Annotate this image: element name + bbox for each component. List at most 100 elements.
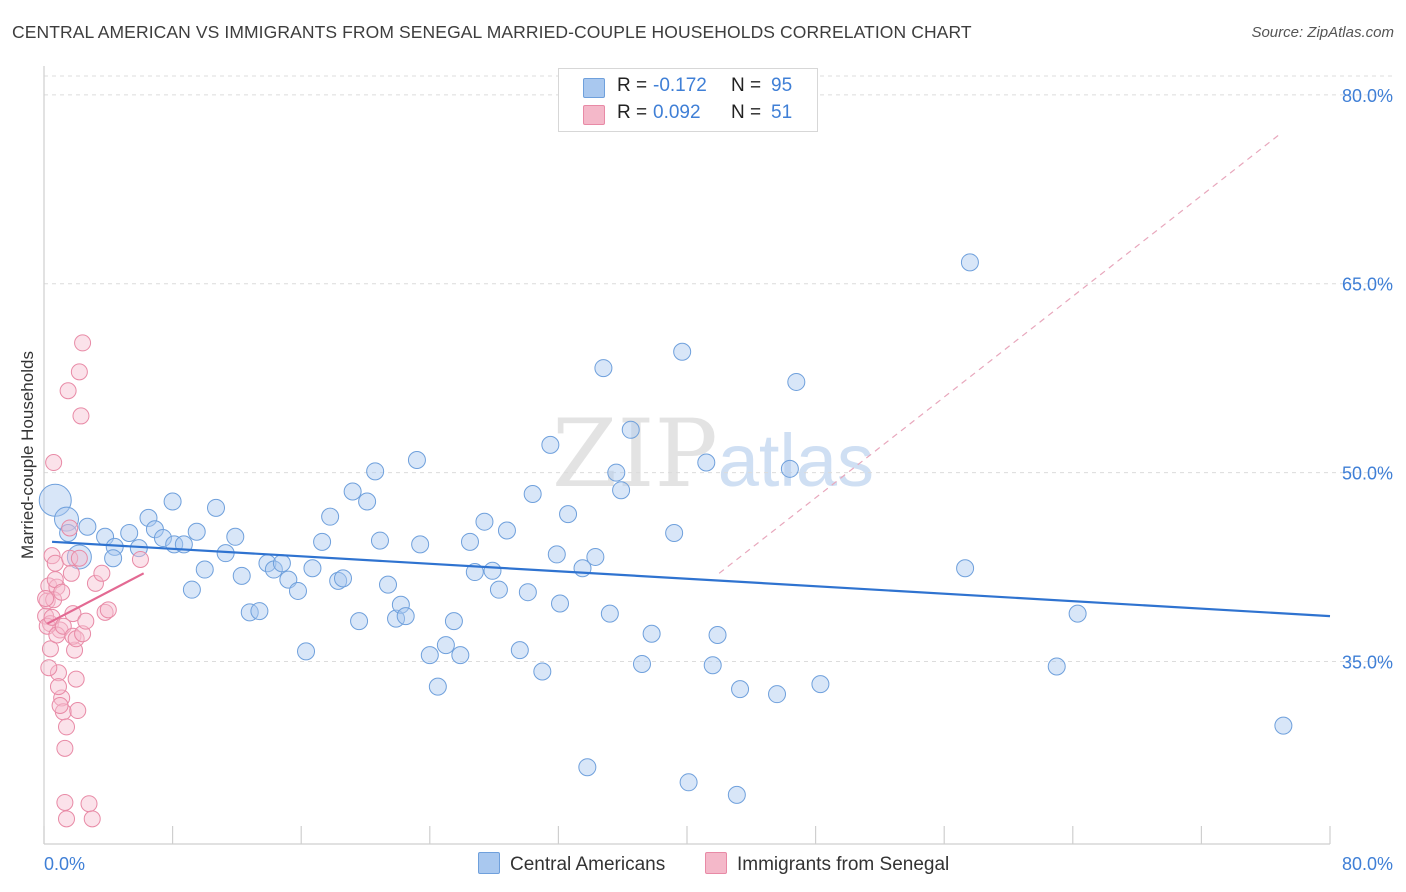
data-point-senegal bbox=[83, 810, 101, 828]
data-point-central-american bbox=[594, 359, 613, 378]
data-point-senegal bbox=[96, 603, 114, 621]
legend-r-value: -0.172 bbox=[653, 75, 707, 96]
data-point-senegal bbox=[56, 793, 74, 811]
data-point-central-american bbox=[78, 517, 97, 536]
data-point-central-american bbox=[465, 563, 484, 582]
data-point-central-american bbox=[768, 685, 787, 704]
data-point-senegal bbox=[77, 612, 95, 630]
data-point-central-american bbox=[497, 521, 516, 540]
data-point-central-american bbox=[187, 522, 206, 541]
legend-n-label: N = bbox=[731, 75, 762, 96]
data-point-senegal bbox=[49, 678, 67, 696]
data-point-senegal bbox=[38, 592, 56, 610]
legend-swatch-pink bbox=[583, 105, 605, 125]
data-point-central-american bbox=[541, 435, 560, 454]
data-point-central-american bbox=[665, 524, 684, 543]
data-point-central-american bbox=[343, 482, 362, 501]
data-point-central-american bbox=[396, 607, 415, 626]
data-point-central-american bbox=[232, 566, 251, 585]
data-point-central-american bbox=[163, 492, 182, 511]
data-point-senegal bbox=[58, 718, 76, 736]
x-tick-label-min: 0.0% bbox=[44, 854, 85, 874]
data-point-central-american bbox=[207, 498, 226, 517]
data-point-senegal bbox=[72, 407, 90, 425]
data-point-senegal bbox=[86, 574, 104, 592]
data-point-senegal bbox=[56, 739, 74, 757]
watermark-atlas: atlas bbox=[717, 419, 875, 502]
data-point-central-american bbox=[288, 581, 307, 600]
data-point-central-american bbox=[240, 603, 259, 622]
data-point-central-american bbox=[321, 507, 340, 526]
data-point-central-american bbox=[444, 612, 463, 631]
data-point-senegal bbox=[41, 640, 59, 658]
chart-title: CENTRAL AMERICAN VS IMMIGRANTS FROM SENE… bbox=[12, 22, 972, 42]
watermark: ZIPatlas bbox=[552, 400, 874, 509]
data-point-central-american bbox=[475, 512, 494, 531]
data-point-senegal bbox=[61, 549, 79, 567]
data-point-central-american bbox=[358, 492, 377, 511]
data-point-central-american bbox=[551, 594, 570, 613]
data-point-senegal bbox=[70, 549, 88, 567]
tick-labels: 35.0% 50.0% 65.0% 80.0% 0.0% 80.0% bbox=[44, 86, 1393, 874]
data-point-senegal bbox=[69, 702, 87, 720]
watermark-zip: ZIP bbox=[552, 400, 718, 509]
data-point-central-american bbox=[533, 662, 552, 681]
data-point-senegal bbox=[61, 519, 79, 537]
data-point-central-american bbox=[632, 654, 651, 673]
data-point-central-american bbox=[411, 535, 430, 554]
source-label: Source: ZipAtlas.com bbox=[1251, 24, 1394, 41]
bottom-legend-central-americans: Central Americans bbox=[478, 852, 665, 876]
correlation-legend: R = -0.172 N = 95 R = 0.092 N = 51 bbox=[558, 68, 818, 132]
data-point-central-american bbox=[956, 559, 975, 578]
data-point-central-american bbox=[697, 453, 716, 472]
data-point-senegal bbox=[99, 601, 117, 619]
data-point-central-american bbox=[313, 532, 332, 551]
data-point-central-american bbox=[607, 463, 626, 482]
data-point-senegal bbox=[131, 550, 149, 568]
legend-r-label: R = bbox=[617, 75, 648, 96]
y-tick-label: 50.0% bbox=[1342, 464, 1393, 484]
x-tick-label-max: 80.0% bbox=[1342, 854, 1393, 874]
bottom-legend-swatch-pink bbox=[705, 852, 727, 874]
bottom-legend-label: Immigrants from Senegal bbox=[737, 854, 950, 875]
data-point-senegal bbox=[80, 795, 98, 813]
data-point-central-american bbox=[787, 372, 806, 391]
legend-swatch-blue bbox=[583, 78, 605, 98]
data-point-senegal bbox=[62, 564, 80, 582]
data-point-senegal bbox=[64, 627, 82, 645]
data-point-central-american bbox=[451, 646, 470, 665]
data-point-central-american bbox=[578, 758, 597, 777]
data-point-central-american bbox=[1068, 604, 1087, 623]
data-point-central-american bbox=[350, 612, 369, 631]
data-point-senegal bbox=[74, 334, 92, 352]
data-point-central-american bbox=[153, 529, 172, 548]
axes bbox=[43, 66, 1331, 845]
data-point-central-american bbox=[708, 626, 727, 645]
data-point-central-american bbox=[811, 675, 830, 694]
data-point-central-american bbox=[391, 595, 410, 614]
data-point-central-american bbox=[1047, 657, 1066, 676]
data-point-central-american bbox=[379, 575, 398, 594]
legend-n-label: N = bbox=[731, 102, 762, 123]
data-point-central-american bbox=[329, 571, 348, 590]
bottom-legend-swatch-blue bbox=[478, 852, 500, 874]
y-tick-label: 80.0% bbox=[1342, 86, 1393, 106]
data-point-senegal bbox=[53, 583, 71, 601]
series-immigrants-from-senegal bbox=[37, 334, 149, 828]
data-point-senegal bbox=[59, 382, 77, 400]
data-point-central-american bbox=[489, 580, 508, 599]
legend-r-label: R = bbox=[617, 102, 648, 123]
data-point-central-american bbox=[407, 451, 426, 469]
data-point-senegal bbox=[45, 454, 63, 472]
data-point-senegal bbox=[46, 554, 64, 572]
data-point-central-american bbox=[780, 459, 799, 478]
data-point-central-american bbox=[612, 481, 631, 500]
data-point-senegal bbox=[49, 664, 67, 682]
data-point-central-american bbox=[366, 462, 385, 481]
legend-n-value: 95 bbox=[771, 75, 793, 96]
data-point-central-american bbox=[297, 642, 316, 661]
data-point-central-american bbox=[703, 656, 722, 675]
data-point-senegal bbox=[93, 564, 111, 582]
data-point-central-american bbox=[483, 561, 502, 580]
data-point-central-american bbox=[420, 646, 439, 665]
